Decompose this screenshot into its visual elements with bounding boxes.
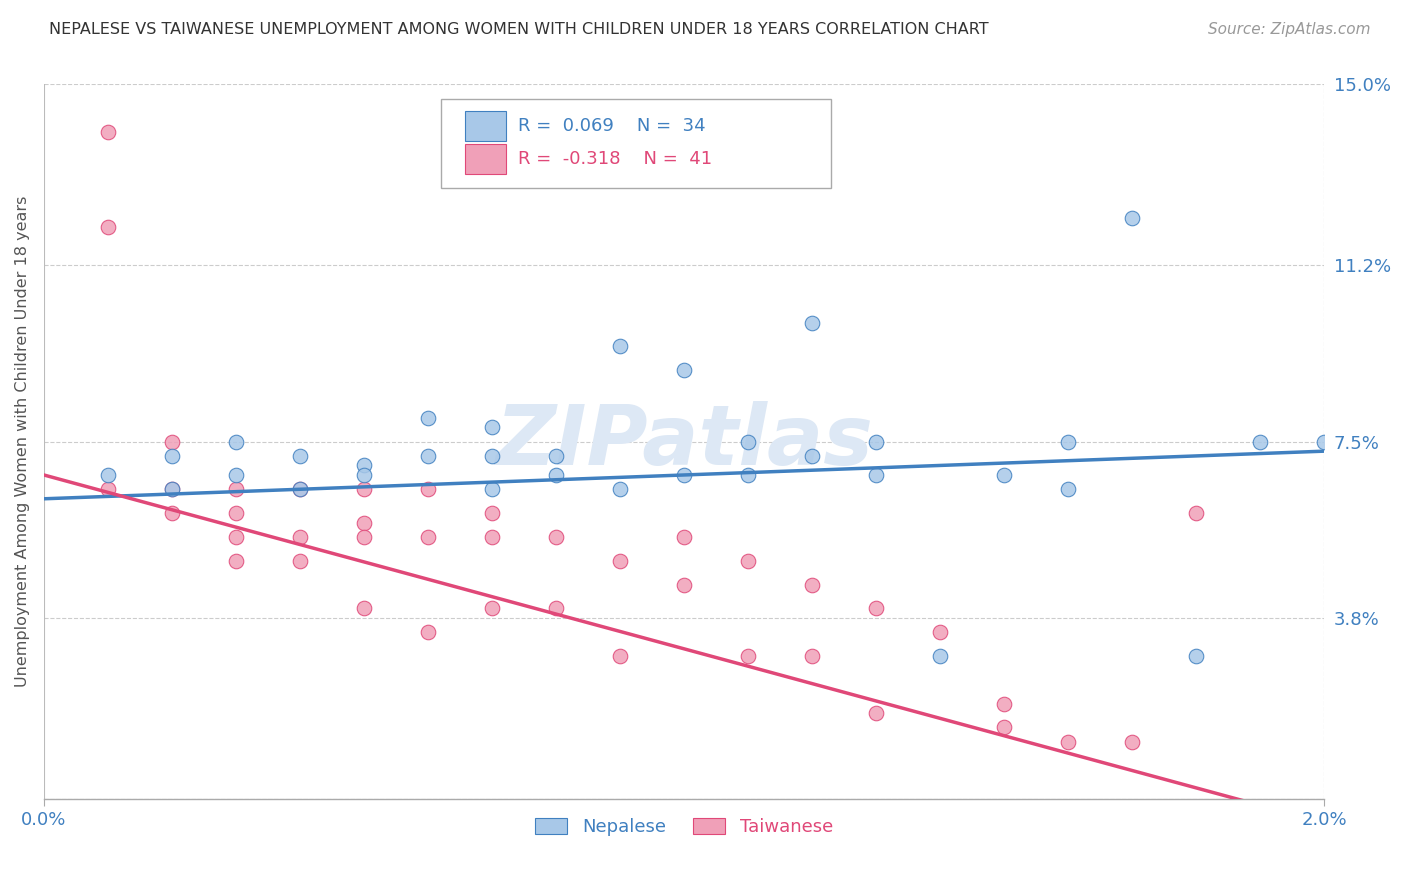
Point <box>97 125 120 139</box>
Text: R =  -0.318    N =  41: R = -0.318 N = 41 <box>517 151 711 169</box>
Point <box>160 483 183 497</box>
Point <box>288 554 311 568</box>
Text: R =  0.069    N =  34: R = 0.069 N = 34 <box>517 117 706 135</box>
Point <box>865 434 887 449</box>
Point <box>673 530 696 544</box>
Point <box>673 363 696 377</box>
Point <box>673 467 696 482</box>
Point <box>288 449 311 463</box>
Point <box>929 648 952 663</box>
Point <box>481 449 503 463</box>
FancyBboxPatch shape <box>440 99 831 188</box>
Point <box>993 720 1015 734</box>
Point <box>353 516 375 530</box>
Point <box>1185 648 1208 663</box>
Point <box>416 530 439 544</box>
Point <box>673 577 696 591</box>
Point <box>801 316 824 330</box>
Point <box>353 601 375 615</box>
Point <box>544 467 567 482</box>
Point <box>1185 506 1208 520</box>
Point <box>481 506 503 520</box>
Point <box>288 483 311 497</box>
Point <box>929 625 952 640</box>
Point <box>801 577 824 591</box>
Point <box>801 648 824 663</box>
Text: NEPALESE VS TAIWANESE UNEMPLOYMENT AMONG WOMEN WITH CHILDREN UNDER 18 YEARS CORR: NEPALESE VS TAIWANESE UNEMPLOYMENT AMONG… <box>49 22 988 37</box>
Point <box>481 420 503 434</box>
Point <box>609 554 631 568</box>
Point <box>160 506 183 520</box>
Point <box>609 648 631 663</box>
Point <box>288 530 311 544</box>
Point <box>544 530 567 544</box>
Point <box>609 483 631 497</box>
Point <box>1057 434 1080 449</box>
Point <box>225 554 247 568</box>
Point <box>1121 211 1143 225</box>
Point <box>737 554 759 568</box>
FancyBboxPatch shape <box>465 111 506 141</box>
Point <box>225 434 247 449</box>
Point <box>1313 434 1336 449</box>
Point <box>865 601 887 615</box>
Point <box>225 506 247 520</box>
Point <box>160 449 183 463</box>
Point <box>481 530 503 544</box>
Point <box>353 530 375 544</box>
Point <box>416 625 439 640</box>
Point <box>288 483 311 497</box>
Point <box>97 220 120 235</box>
Point <box>1249 434 1271 449</box>
Point <box>225 530 247 544</box>
Point <box>416 483 439 497</box>
Point <box>609 339 631 353</box>
Point <box>544 449 567 463</box>
Point <box>801 449 824 463</box>
Point <box>353 483 375 497</box>
Point <box>97 467 120 482</box>
Point <box>737 467 759 482</box>
Point <box>1057 734 1080 748</box>
Point <box>544 601 567 615</box>
Point <box>160 434 183 449</box>
Point <box>481 601 503 615</box>
Point <box>353 467 375 482</box>
Y-axis label: Unemployment Among Women with Children Under 18 years: Unemployment Among Women with Children U… <box>15 196 30 688</box>
Point <box>416 410 439 425</box>
Point <box>1121 734 1143 748</box>
Legend: Nepalese, Taiwanese: Nepalese, Taiwanese <box>527 811 841 844</box>
Point <box>225 467 247 482</box>
Point <box>993 697 1015 711</box>
Text: Source: ZipAtlas.com: Source: ZipAtlas.com <box>1208 22 1371 37</box>
Point <box>865 467 887 482</box>
Point <box>737 434 759 449</box>
Point <box>353 458 375 473</box>
Text: ZIPatlas: ZIPatlas <box>495 401 873 483</box>
Point <box>737 648 759 663</box>
Point <box>1057 483 1080 497</box>
Point <box>225 483 247 497</box>
Point <box>993 467 1015 482</box>
Point <box>865 706 887 720</box>
Point <box>416 449 439 463</box>
Point <box>160 483 183 497</box>
Point <box>481 483 503 497</box>
FancyBboxPatch shape <box>465 145 506 175</box>
Point <box>97 483 120 497</box>
